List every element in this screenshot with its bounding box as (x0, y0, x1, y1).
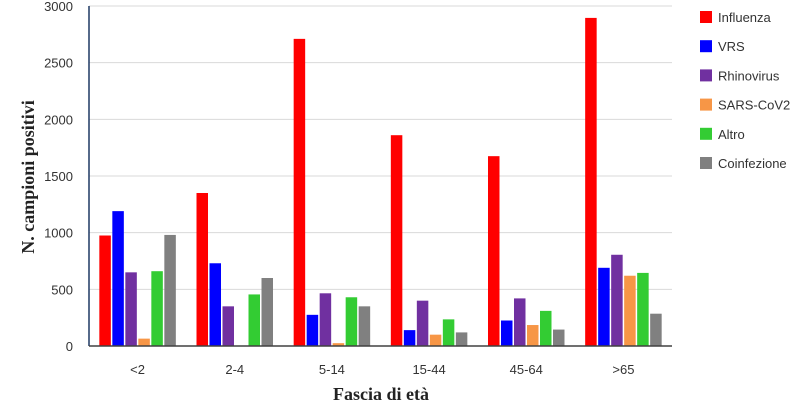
bar-coinfezione-1 (261, 278, 273, 346)
y-tick-label: 1000 (44, 226, 73, 241)
x-tick-label: 2-4 (225, 362, 244, 377)
bar-coinfezione-0 (164, 234, 176, 346)
x-axis-title: Fascia di età (333, 384, 429, 404)
legend-label: VRS (718, 39, 745, 54)
legend-label: Coinfezione (718, 156, 787, 171)
bar-coinfezione-4 (553, 329, 565, 346)
bar-altro-0 (151, 271, 163, 346)
x-tick-label: 45-64 (510, 362, 543, 377)
bar-rhinovirus-4 (514, 298, 526, 346)
y-tick-label: 2500 (44, 56, 73, 71)
legend-swatch (700, 11, 712, 23)
legend: Influenza VRS Rhinovirus SARS-CoV2 Altro Coin… (700, 10, 790, 171)
bar-vrs-2 (306, 314, 319, 346)
bars (99, 17, 662, 347)
bar-altro-1 (248, 294, 260, 346)
bar-altro-4 (540, 310, 552, 346)
x-tick-labels: <2 2-4 5-14 15-44 45-64 >65 (130, 362, 634, 377)
bar-influenza-4 (488, 156, 500, 346)
y-tick-label: 3000 (44, 0, 73, 14)
bar-sars-cov2-3 (429, 334, 442, 346)
bar-vrs-1 (209, 263, 221, 346)
bar-influenza-0 (99, 235, 111, 346)
bar-rhinovirus-0 (125, 272, 137, 346)
bar-rhinovirus-3 (416, 300, 429, 346)
legend-swatch (700, 98, 712, 111)
legend-swatch (700, 127, 712, 140)
bar-vrs-5 (598, 267, 610, 346)
bar-sars-cov2-5 (624, 275, 636, 346)
y-axis-title: N. campioni positivi (18, 100, 38, 254)
legend-label: Altro (718, 127, 745, 142)
y-tick-label: 2000 (44, 112, 73, 127)
bar-vrs-0 (112, 211, 124, 346)
legend-swatch (700, 157, 712, 169)
bar-sars-cov2-2 (332, 343, 345, 346)
bar-sars-cov2-0 (138, 338, 150, 346)
y-tick-label: 500 (51, 282, 73, 297)
bar-sars-cov2-4 (527, 325, 539, 346)
bar-vrs-4 (501, 320, 513, 346)
bar-altro-2 (345, 297, 358, 346)
bar-altro-3 (442, 319, 455, 346)
y-tick-labels: 0 500 1000 1500 2000 2500 3000 (44, 0, 73, 354)
legend-label: Rhinovirus (718, 68, 780, 83)
y-tick-label: 0 (66, 339, 73, 354)
axes (88, 6, 672, 347)
bar-influenza-2 (293, 38, 306, 346)
x-tick-label: 15-44 (412, 362, 445, 377)
bar-influenza-5 (585, 17, 597, 347)
legend-label: Influenza (718, 10, 772, 25)
legend-swatch (700, 69, 712, 82)
bar-rhinovirus-5 (611, 254, 623, 346)
x-tick-label: >65 (612, 362, 634, 377)
bar-coinfezione-3 (455, 332, 468, 346)
bar-influenza-3 (390, 135, 403, 346)
legend-swatch (700, 40, 712, 53)
bar-rhinovirus-1 (222, 306, 234, 346)
bar-vrs-3 (403, 330, 416, 346)
x-tick-label: <2 (130, 362, 145, 377)
bar-altro-5 (637, 272, 649, 346)
bar-coinfezione-2 (358, 306, 371, 346)
legend-label: SARS-CoV2 (718, 98, 790, 113)
gridlines (89, 5, 672, 290)
y-tick-label: 1500 (44, 169, 73, 184)
bar-rhinovirus-2 (319, 293, 332, 346)
bar-coinfezione-5 (650, 313, 662, 346)
x-tick-label: 5-14 (319, 362, 345, 377)
bar-influenza-1 (196, 193, 208, 346)
